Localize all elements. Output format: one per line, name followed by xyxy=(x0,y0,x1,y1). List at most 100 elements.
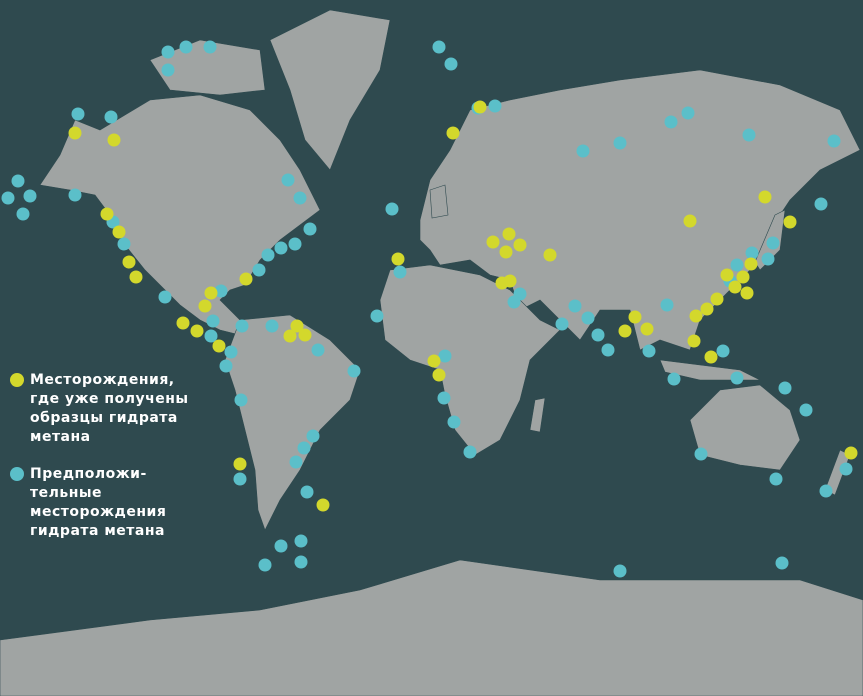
presumed-deposit-marker xyxy=(730,258,744,272)
legend-presumed: Предположи- тельные месторождения гидрат… xyxy=(10,465,200,541)
presumed-deposit-marker xyxy=(252,263,266,277)
presumed-deposit-marker xyxy=(660,298,674,312)
presumed-deposit-marker xyxy=(300,485,314,499)
presumed-deposit-marker xyxy=(507,295,521,309)
presumed-deposit-marker xyxy=(293,191,307,205)
presumed-deposit-marker xyxy=(581,311,595,325)
presumed-deposit-marker xyxy=(716,344,730,358)
presumed-deposit-marker xyxy=(203,40,217,54)
presumed-deposit-marker xyxy=(591,328,605,342)
presumed-deposit-marker xyxy=(601,343,615,357)
legend-presumed-label: Предположи- тельные месторождения гидрат… xyxy=(30,466,167,539)
presumed-deposit-marker xyxy=(463,445,477,459)
presumed-deposit-marker xyxy=(306,429,320,443)
confirmed-deposit-marker xyxy=(543,248,557,262)
presumed-deposit-marker xyxy=(1,191,15,205)
presumed-deposit-marker xyxy=(311,343,325,357)
presumed-deposit-marker xyxy=(161,63,175,77)
confirmed-deposit-marker xyxy=(190,324,204,338)
antarctica-landmass xyxy=(0,559,863,696)
confirmed-deposit-marker xyxy=(618,324,632,338)
confirmed-deposit-marker xyxy=(687,334,701,348)
presumed-deposit-marker xyxy=(303,222,317,236)
confirmed-deposit-marker xyxy=(68,126,82,140)
presumed-deposit-marker xyxy=(576,144,590,158)
north-america-landmass xyxy=(39,94,321,336)
presumed-deposit-marker xyxy=(827,134,841,148)
presumed-deposit-marker xyxy=(214,284,228,298)
confirmed-deposit-marker xyxy=(683,214,697,228)
presumed-deposit-marker xyxy=(104,110,118,124)
presumed-deposit-marker xyxy=(769,472,783,486)
presumed-deposit-marker xyxy=(289,455,303,469)
confirmed-deposit-marker xyxy=(233,457,247,471)
presumed-deposit-marker xyxy=(761,252,775,266)
presumed-deposit-marker xyxy=(437,391,451,405)
presumed-deposit-marker xyxy=(219,359,233,373)
presumed-deposit-marker xyxy=(68,188,82,202)
presumed-deposit-marker xyxy=(258,558,272,572)
legend-confirmed-label: Месторождения, где уже получены образцы … xyxy=(30,372,189,445)
presumed-deposit-marker xyxy=(274,539,288,553)
confirmed-deposit-marker xyxy=(316,498,330,512)
presumed-deposit-marker xyxy=(438,349,452,363)
presumed-deposit-marker xyxy=(370,309,384,323)
confirmed-deposit-marker xyxy=(486,235,500,249)
presumed-deposit-marker xyxy=(297,441,311,455)
presumed-deposit-marker xyxy=(667,372,681,386)
presumed-deposit-marker xyxy=(347,364,361,378)
presumed-deposit-marker xyxy=(393,265,407,279)
presumed-deposit-marker xyxy=(23,189,37,203)
presumed-deposit-marker xyxy=(224,345,238,359)
presumed-deposit-marker xyxy=(447,415,461,429)
presumed-deposit-marker xyxy=(555,317,569,331)
cyan-dot-icon xyxy=(10,467,24,481)
confirmed-deposit-marker xyxy=(499,245,513,259)
presumed-deposit-marker xyxy=(71,107,85,121)
presumed-deposit-marker xyxy=(613,564,627,578)
confirmed-deposit-marker xyxy=(129,270,143,284)
confirmed-deposit-marker xyxy=(446,126,460,140)
presumed-deposit-marker xyxy=(274,241,288,255)
presumed-deposit-marker xyxy=(204,329,218,343)
confirmed-deposit-marker xyxy=(283,329,297,343)
presumed-deposit-marker xyxy=(778,381,792,395)
confirmed-deposit-marker xyxy=(513,238,527,252)
australia-landmass xyxy=(689,384,801,471)
confirmed-deposit-marker xyxy=(700,302,714,316)
presumed-deposit-marker xyxy=(745,246,759,260)
presumed-deposit-marker xyxy=(161,45,175,59)
land-masses xyxy=(0,9,863,696)
presumed-deposit-marker xyxy=(16,207,30,221)
confirmed-deposit-marker xyxy=(710,292,724,306)
presumed-deposit-marker xyxy=(742,128,756,142)
confirmed-deposit-marker xyxy=(473,100,487,114)
confirmed-deposit-marker xyxy=(758,190,772,204)
confirmed-deposit-marker xyxy=(290,319,304,333)
presumed-deposit-marker xyxy=(265,319,279,333)
confirmed-deposit-marker xyxy=(689,309,703,323)
presumed-deposit-marker xyxy=(261,248,275,262)
confirmed-deposit-marker xyxy=(391,252,405,266)
presumed-deposit-marker xyxy=(234,393,248,407)
legend-confirmed: Месторождения, где уже получены образцы … xyxy=(10,371,200,447)
confirmed-deposit-marker xyxy=(239,272,253,286)
presumed-deposit-marker xyxy=(117,237,131,251)
madagascar-landmass xyxy=(529,397,546,433)
confirmed-deposit-marker xyxy=(503,274,517,288)
presumed-deposit-marker xyxy=(294,555,308,569)
presumed-deposit-marker xyxy=(613,136,627,150)
south-america-landmass xyxy=(224,314,361,531)
presumed-deposit-marker xyxy=(233,472,247,486)
confirmed-deposit-marker xyxy=(844,446,858,460)
confirmed-deposit-marker xyxy=(704,350,718,364)
confirmed-deposit-marker xyxy=(298,328,312,342)
arctic-islands-landmass xyxy=(149,39,266,96)
presumed-deposit-marker xyxy=(814,197,828,211)
presumed-deposit-marker xyxy=(235,319,249,333)
presumed-deposit-marker xyxy=(664,115,678,129)
confirmed-deposit-marker xyxy=(740,286,754,300)
confirmed-deposit-marker xyxy=(720,268,734,282)
presumed-deposit-marker xyxy=(642,344,656,358)
